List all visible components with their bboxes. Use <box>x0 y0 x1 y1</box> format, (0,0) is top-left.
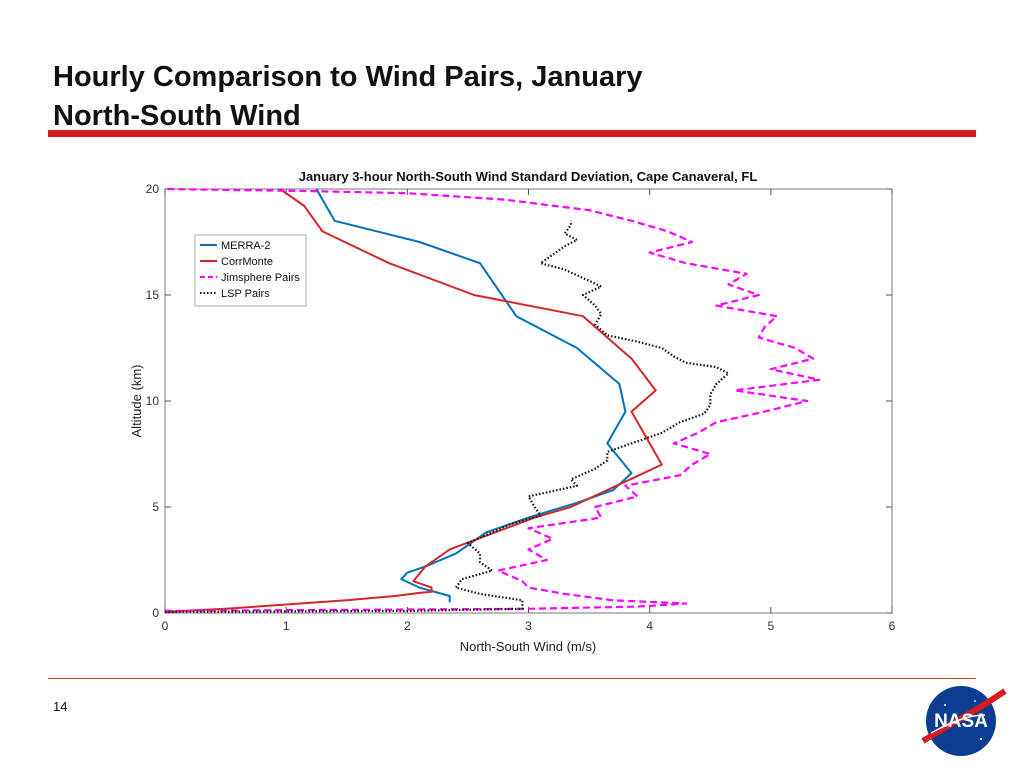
altitude-wind-chart: January 3-hour North-South Wind Standard… <box>129 169 896 654</box>
y-tick-label: 15 <box>146 288 160 302</box>
legend-label: MERRA-2 <box>221 240 271 252</box>
slide-title-line2: North-South Wind <box>53 100 301 132</box>
legend-label: LSP Pairs <box>221 288 270 300</box>
x-axis-label: North-South Wind (m/s) <box>460 639 597 654</box>
series-layer <box>164 187 821 613</box>
x-tick-label: 6 <box>889 619 896 633</box>
x-tick-label: 0 <box>162 619 169 633</box>
x-tick-label: 3 <box>525 619 532 633</box>
y-tick-label: 0 <box>152 606 159 620</box>
y-tick-label: 5 <box>152 500 159 514</box>
y-axis-label: Altitude (km) <box>129 365 144 438</box>
y-tick-label: 20 <box>146 182 160 196</box>
series-line-jimsphere-pairs <box>164 187 821 612</box>
x-tick-label: 1 <box>283 619 290 633</box>
nasa-logo: NASA <box>921 686 1007 756</box>
x-tick-label: 2 <box>404 619 411 633</box>
legend-label: Jimsphere Pairs <box>221 272 300 284</box>
series-line-lsp-pairs <box>164 220 730 613</box>
footer-rule <box>48 678 976 679</box>
page-number: 14 <box>53 699 68 714</box>
title-underline-bar <box>48 130 976 137</box>
slide-title-line1: Hourly Comparison to Wind Pairs, January <box>53 61 643 93</box>
x-tick-label: 4 <box>646 619 653 633</box>
chart-legend: MERRA-2 CorrMonte Jimsphere Pairs LSP Pairs <box>194 234 307 307</box>
legend-box <box>194 234 307 307</box>
series-line-merra-2 <box>315 188 633 603</box>
slide-title: Hourly Comparison to Wind Pairs, January… <box>53 58 643 136</box>
y-tick-label: 10 <box>146 394 160 408</box>
series-line-corrmonte <box>164 188 663 613</box>
x-tick-label: 5 <box>767 619 774 633</box>
legend-label: CorrMonte <box>221 256 273 268</box>
chart-title: January 3-hour North-South Wind Standard… <box>299 169 758 184</box>
nasa-logo-text: NASA <box>934 711 988 732</box>
